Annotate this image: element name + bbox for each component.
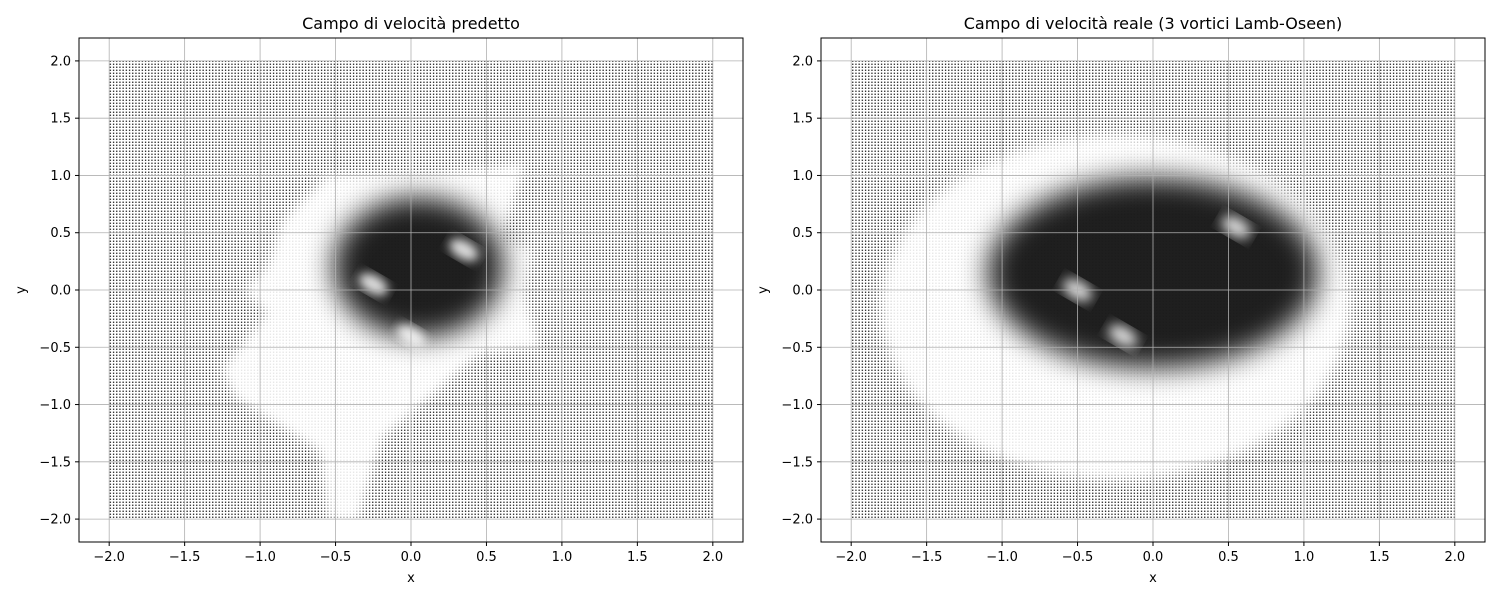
y-tick-label: −1.5 bbox=[781, 455, 813, 470]
y-tick-label: −1.0 bbox=[781, 398, 813, 413]
y-tick-label: 1.5 bbox=[50, 112, 71, 127]
y-tick-label: −2.0 bbox=[781, 513, 813, 528]
true-velocity-field-plot: −2.0 −1.5 −1.0 −0.5 0.0 0.5 1.0 1.5 2.0 −2.0 −1.5… bbox=[756, 14, 1486, 586]
y-tick-label: 0.5 bbox=[792, 226, 813, 241]
chart-title: Campo di velocità predetto bbox=[302, 14, 520, 33]
y-tick-label: 2.0 bbox=[792, 54, 813, 69]
y-tick-label: 1.0 bbox=[50, 169, 71, 184]
x-ticks: −2.0 −1.5 −1.0 −0.5 0.0 0.5 1.0 1.5 2.0 bbox=[93, 542, 723, 565]
chart-title: Campo di velocità reale (3 vortici Lamb-… bbox=[964, 14, 1343, 33]
y-ticks: −2.0 −1.5 −1.0 −0.5 0.0 0.5 1.0 1.5 2.0 bbox=[781, 54, 821, 528]
x-tick-label: −2.0 bbox=[93, 550, 125, 565]
y-tick-label: −1.5 bbox=[39, 455, 71, 470]
y-tick-label: −0.5 bbox=[781, 341, 813, 356]
x-tick-label: −0.5 bbox=[320, 550, 352, 565]
grid-lines bbox=[821, 38, 1485, 542]
x-axis-label: x bbox=[407, 571, 415, 586]
x-tick-label: 2.0 bbox=[1444, 550, 1465, 565]
y-tick-label: 1.5 bbox=[792, 112, 813, 127]
grid-lines bbox=[79, 38, 743, 542]
x-tick-label: −2.0 bbox=[835, 550, 867, 565]
x-tick-label: −1.5 bbox=[911, 550, 943, 565]
vortex-center bbox=[449, 238, 479, 262]
x-tick-label: 1.5 bbox=[1369, 550, 1390, 565]
x-tick-label: −1.5 bbox=[169, 550, 201, 565]
y-tick-label: 1.0 bbox=[792, 169, 813, 184]
y-tick-label: −2.0 bbox=[39, 513, 71, 528]
x-tick-label: 0.0 bbox=[401, 550, 422, 565]
y-tick-label: −0.5 bbox=[39, 341, 71, 356]
y-axis-label: y bbox=[756, 286, 771, 294]
x-tick-label: 1.0 bbox=[1294, 550, 1315, 565]
y-ticks: −2.0 −1.5 −1.0 −0.5 0.0 0.5 1.0 1.5 2.0 bbox=[39, 54, 79, 528]
x-tick-label: −0.5 bbox=[1062, 550, 1094, 565]
y-tick-label: 2.0 bbox=[50, 54, 71, 69]
x-tick-label: 0.0 bbox=[1143, 550, 1164, 565]
x-tick-label: 1.5 bbox=[627, 550, 648, 565]
predicted-velocity-field-plot: −2.0 −1.5 −1.0 −0.5 0.0 0.5 1.0 1.5 2.0 −2.0 −1.5… bbox=[14, 14, 744, 586]
y-tick-label: 0.0 bbox=[50, 284, 71, 299]
y-tick-label: 0.0 bbox=[792, 284, 813, 299]
x-tick-label: 0.5 bbox=[1218, 550, 1239, 565]
vortex-center bbox=[1108, 324, 1138, 347]
x-tick-label: −1.0 bbox=[244, 550, 276, 565]
x-tick-label: −1.0 bbox=[986, 550, 1018, 565]
x-axis-label: x bbox=[1149, 571, 1157, 586]
y-axis-label: y bbox=[14, 286, 29, 294]
x-tick-label: 0.5 bbox=[476, 550, 497, 565]
x-tick-label: 1.0 bbox=[552, 550, 573, 565]
x-tick-label: 2.0 bbox=[702, 550, 723, 565]
x-ticks: −2.0 −1.5 −1.0 −0.5 0.0 0.5 1.0 1.5 2.0 bbox=[835, 542, 1465, 565]
y-tick-label: 0.5 bbox=[50, 226, 71, 241]
y-tick-label: −1.0 bbox=[39, 398, 71, 413]
high-velocity-region bbox=[333, 197, 504, 338]
